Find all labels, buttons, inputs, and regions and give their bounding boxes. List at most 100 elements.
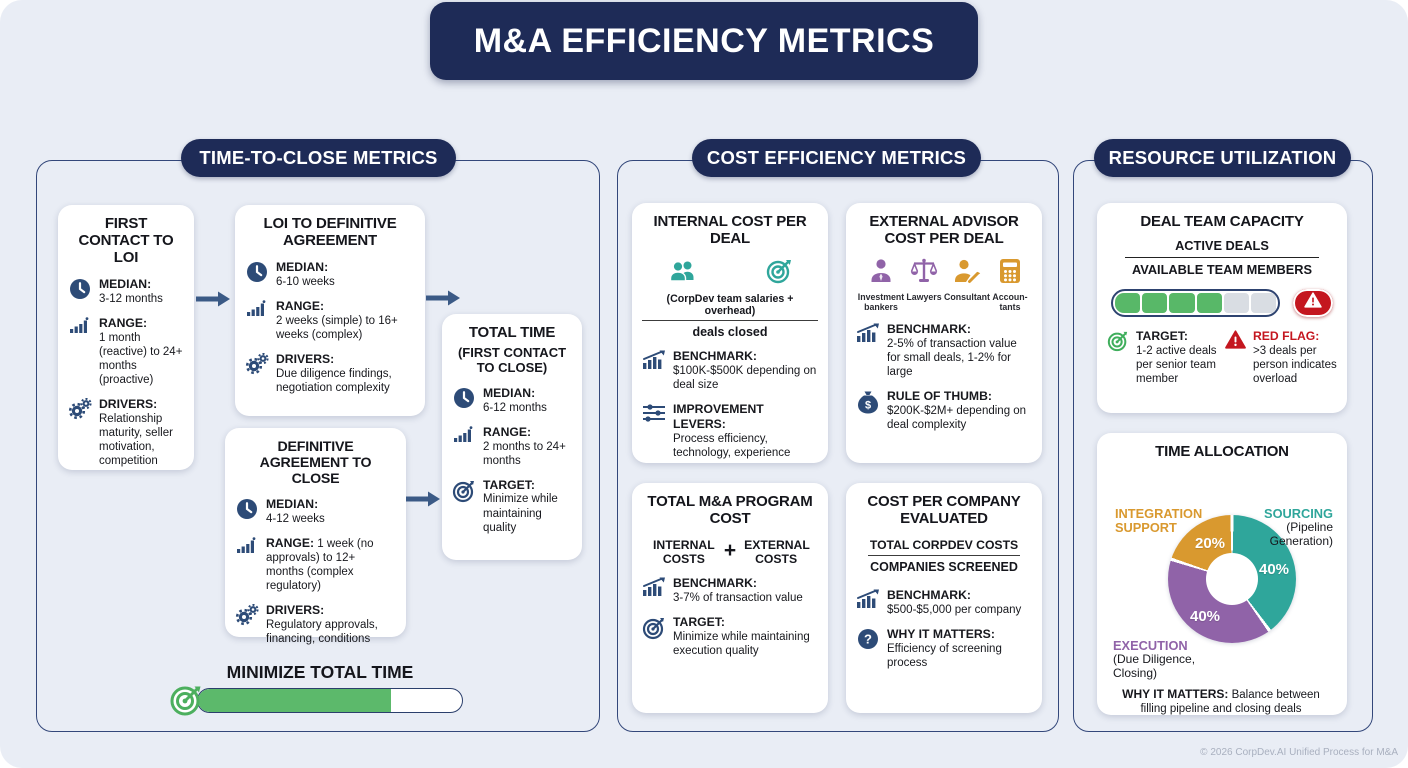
capacity-formula: ACTIVE DEALS AVAILABLE TEAM MEMBERS: [1107, 237, 1337, 277]
scales-icon: [910, 258, 938, 289]
money-bag-icon: $: [856, 390, 880, 414]
consultant-icon: [953, 258, 981, 289]
card-total-time: TOTAL TIME (FIRST CONTACT TO CLOSE) MEDI…: [442, 314, 582, 560]
copyright-note: © 2026 CorpDev.AI Unified Process for M&…: [1200, 747, 1398, 758]
advisor-consultant: Consultant: [944, 258, 990, 312]
capacity-redflag-item: RED FLAG: >3 deals per person indicates o…: [1225, 329, 1337, 386]
benchmark-item: BENCHMARK: $500-$5,000 per company: [856, 588, 1032, 617]
formula-left: INTERNAL COSTS: [653, 537, 715, 566]
gears-icon: [245, 352, 269, 375]
flow-arrow-icon: [196, 290, 230, 313]
card-external-advisor-cost: EXTERNAL ADVISOR COST PER DEAL Investmen…: [846, 203, 1042, 463]
growth-chart-icon: [642, 350, 666, 370]
svg-text:?: ?: [864, 631, 872, 646]
improvement-levers-item: IMPROVEMENT LEVERS: Process efficiency, t…: [642, 402, 818, 460]
minimize-progress-fill: [198, 689, 391, 712]
capacity-target-item: TARGET: 1-2 active deals per senior team …: [1107, 329, 1219, 386]
sliders-icon: [642, 403, 666, 423]
card-title: TOTAL M&A PROGRAM COST: [647, 493, 813, 527]
label-sourcing: SOURCING (Pipeline Generation): [1264, 505, 1333, 548]
growth-chart-icon: [856, 589, 880, 609]
section-title-resource: RESOURCE UTILIZATION: [1094, 139, 1351, 177]
plus-sign: +: [723, 538, 737, 562]
benchmark-item: BENCHMARK: 3-7% of transaction value: [642, 576, 818, 605]
drivers-item: DRIVERS: Regulatory approvals, financing,…: [235, 603, 396, 646]
card-title: EXTERNAL ADVISOR COST PER DEAL: [869, 213, 1019, 247]
slice-pct-integration: 20%: [1194, 534, 1226, 552]
slice-pct-sourcing: 40%: [1258, 560, 1290, 578]
formula-right: EXTERNAL COSTS: [744, 537, 810, 566]
why-it-matters-item: ? WHY IT MATTERS: Efficiency of screening…: [856, 627, 1032, 670]
growth-chart-icon: [642, 577, 666, 597]
flow-arrow-icon: [406, 490, 440, 513]
clock-icon: [245, 261, 269, 283]
advisor-accountants: Accoun-tants: [990, 258, 1030, 312]
capacity-segment: [1250, 292, 1277, 313]
formula-denominator: AVAILABLE TEAM MEMBERS: [1131, 261, 1313, 277]
card-title: COST PER COMPANY EVALUATED: [867, 493, 1021, 527]
internal-cost-formula: (CorpDev team salaries + overhead) deals…: [642, 293, 818, 339]
why-it-matters-note: WHY IT MATTERS: Balance between filling …: [1122, 686, 1320, 716]
median-item: MEDIAN: 6-10 weeks: [245, 260, 415, 289]
card-internal-cost-per-deal: INTERNAL COST PER DEAL (CorpDev team sal…: [632, 203, 828, 463]
capacity-bar: [1111, 288, 1280, 317]
range-item: RANGE: 2 weeks (simple) to 16+ weeks (com…: [245, 299, 415, 342]
benchmark-item: BENCHMARK: $100K-$500K depending on deal …: [642, 349, 818, 392]
minimize-progress-bar: [197, 688, 463, 713]
range-item: RANGE: 2 months to 24+ months: [452, 425, 572, 468]
growth-chart-icon: [856, 323, 880, 343]
card-total-program-cost: TOTAL M&A PROGRAM COST INTERNAL COSTS + …: [632, 483, 828, 713]
formula-numerator: TOTAL CORPDEV COSTS: [867, 538, 1021, 556]
section-title-time: TIME-TO-CLOSE METRICS: [181, 139, 456, 177]
drivers-item: DRIVERS: Due diligence findings, negotiat…: [245, 352, 415, 395]
bar-chart-icon: [68, 316, 92, 335]
formula-denominator: deals closed: [692, 325, 768, 340]
range-item: RANGE: 1 month (reactive) to 24+ months (…: [68, 316, 184, 387]
banker-icon: [868, 258, 894, 289]
clock-icon: [235, 498, 259, 520]
bar-chart-icon: [245, 299, 269, 318]
clock-icon: [68, 278, 92, 300]
advisor-icons-row: Investment bankers Lawyers Consultant Ac…: [856, 250, 1032, 312]
capacity-alert-badge: [1293, 288, 1333, 317]
card-title: DEAL TEAM CAPACITY: [1140, 213, 1304, 230]
section-title-cost: COST EFFICIENCY METRICS: [692, 139, 981, 177]
gears-icon: [235, 604, 259, 626]
formula-numerator: ACTIVE DEALS: [1125, 238, 1319, 258]
gears-icon: [68, 397, 92, 420]
card-title: INTERNAL COST PER DEAL: [653, 213, 807, 247]
median-item: MEDIAN: 3-12 months: [68, 277, 184, 306]
page-title: M&A EFFICIENCY METRICS: [473, 21, 935, 60]
minimize-total-time-label: MINIMIZE TOTAL TIME: [226, 662, 414, 682]
advisor-investment-bankers: Investment bankers: [858, 258, 904, 312]
median-item: MEDIAN: 4-12 weeks: [235, 497, 396, 526]
svg-text:$: $: [865, 400, 871, 412]
card-title: TOTAL TIME: [468, 324, 556, 341]
capacity-segment: [1115, 292, 1141, 313]
card-time-allocation: TIME ALLOCATION 20% 40% 40% INTEGRATION …: [1097, 433, 1347, 715]
advisor-lawyers: Lawyers: [904, 258, 944, 312]
target-item: TARGET: Minimize while maintaining execut…: [642, 615, 818, 658]
slice-pct-execution: 40%: [1189, 607, 1221, 625]
range-item: RANGE: 1 week (no approvals) to 12+ mont…: [235, 536, 396, 593]
bar-chart-icon: [452, 425, 476, 444]
warning-triangle-icon: [1225, 330, 1246, 349]
card-cost-per-company: COST PER COMPANY EVALUATED TOTAL CORPDEV…: [846, 483, 1042, 713]
card-title: DEFINITIVE AGREEMENT TO CLOSE: [259, 439, 372, 488]
benchmark-item: BENCHMARK: 2-5% of transaction value for …: [856, 322, 1032, 379]
calculator-icon: [998, 258, 1022, 289]
team-icon: [668, 259, 698, 288]
target-icon: [452, 479, 476, 503]
formula-denominator: COMPANIES SCREENED: [870, 559, 1018, 574]
target-icon: [169, 683, 203, 722]
target-icon: [1107, 330, 1129, 352]
label-execution: EXECUTION (Due Diligence, Closing): [1113, 637, 1196, 680]
question-icon: ?: [856, 628, 880, 650]
program-cost-formula: INTERNAL COSTS + EXTERNAL COSTS: [642, 538, 818, 566]
card-definitive-agreement-to-close: DEFINITIVE AGREEMENT TO CLOSE MEDIAN: 4-1…: [225, 428, 406, 645]
target-icon: [642, 616, 666, 640]
card-deal-team-capacity: DEAL TEAM CAPACITY ACTIVE DEALS AVAILABL…: [1097, 203, 1347, 413]
target-item: TARGET: Minimize while maintaining qualit…: [452, 478, 572, 535]
time-allocation-chart: 20% 40% 40% INTEGRATION SUPPORT SOURCING…: [1107, 463, 1337, 715]
